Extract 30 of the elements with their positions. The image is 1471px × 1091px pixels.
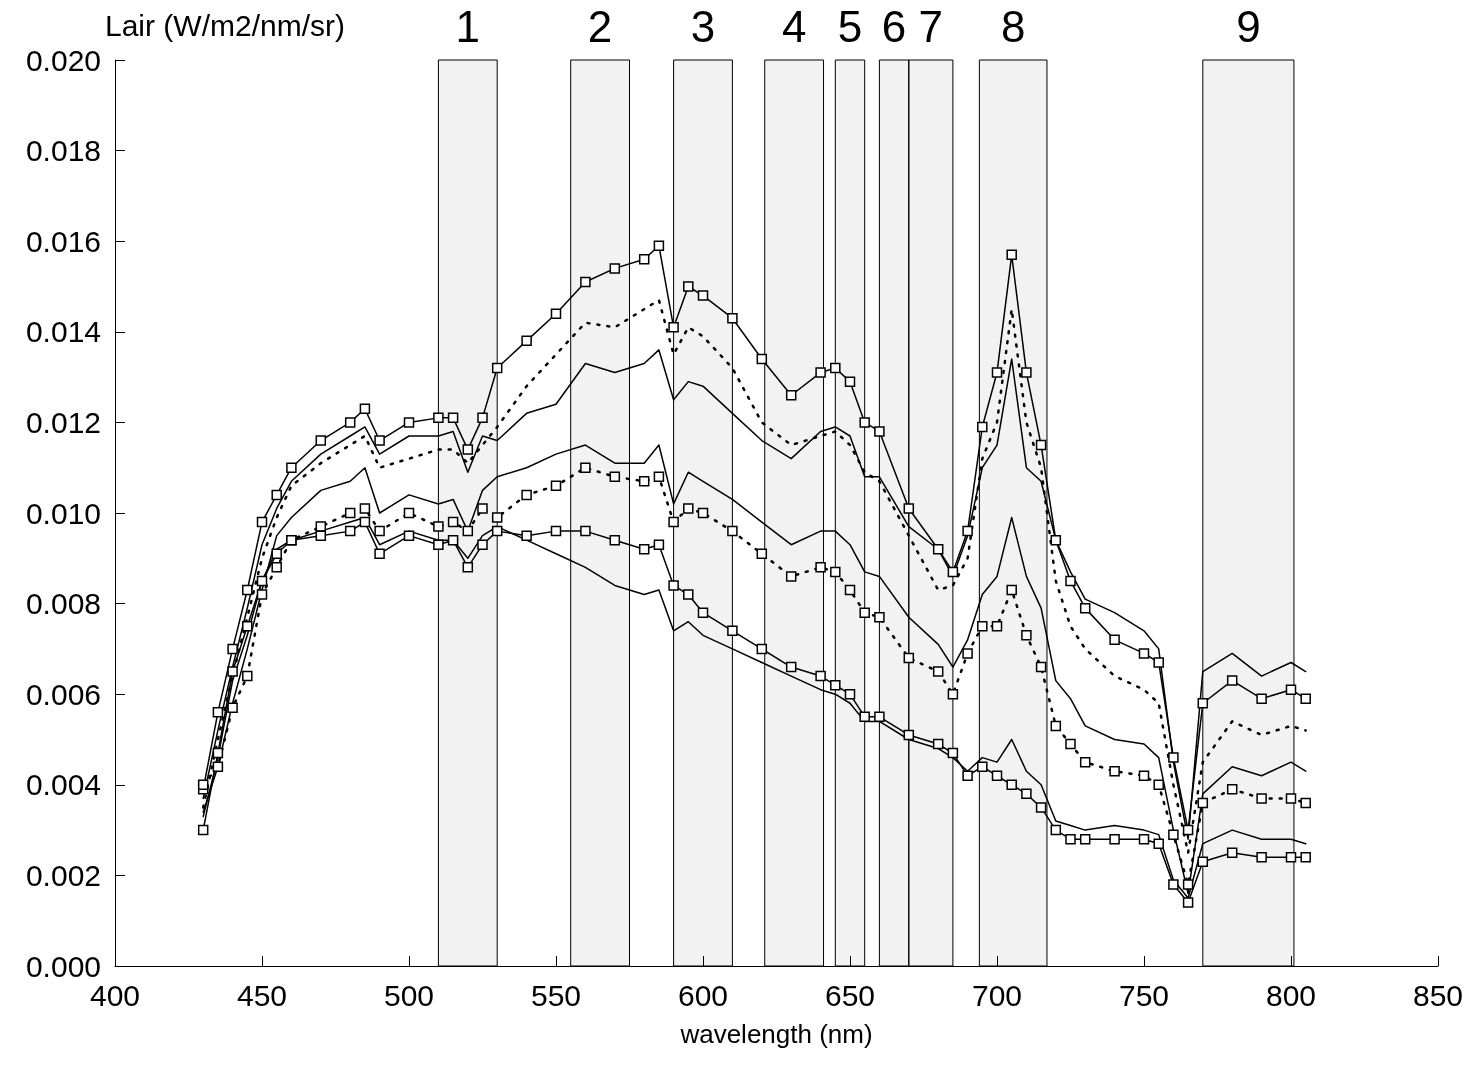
y-tick-label: 0.006 bbox=[25, 677, 101, 711]
y-tick-label: 0.004 bbox=[25, 768, 101, 802]
x-tick-label: 850 bbox=[1412, 978, 1464, 1012]
x-tick-label: 450 bbox=[236, 978, 288, 1012]
y-tick-label: 0.010 bbox=[25, 496, 101, 530]
y-tick-label: 0.018 bbox=[25, 134, 101, 168]
band-label: 9 bbox=[1236, 2, 1261, 51]
y-tick-label: 0.016 bbox=[25, 224, 101, 258]
y-tick-label: 0.012 bbox=[25, 405, 101, 439]
band-label: 5 bbox=[837, 2, 863, 51]
band-label: 2 bbox=[587, 2, 613, 51]
band-label: 1 bbox=[455, 2, 481, 51]
x-tick-label: 650 bbox=[824, 978, 876, 1012]
band-label: 3 bbox=[690, 2, 716, 51]
y-tick-label: 0.020 bbox=[25, 43, 101, 77]
x-tick-label: 500 bbox=[383, 978, 435, 1012]
y-axis-title: Lair (W/m2/nm/sr) bbox=[105, 8, 345, 42]
x-tick-label: 550 bbox=[530, 978, 582, 1012]
x-tick-label: 700 bbox=[971, 978, 1023, 1012]
band-label: 7 bbox=[918, 2, 944, 51]
x-axis-title: wavelength (nm) bbox=[679, 1019, 873, 1049]
x-tick-label: 800 bbox=[1265, 978, 1317, 1012]
y-tick-label: 0.008 bbox=[25, 587, 101, 621]
band-label: 8 bbox=[1000, 2, 1026, 51]
x-tick-label: 750 bbox=[1118, 978, 1170, 1012]
band-label: 4 bbox=[781, 2, 807, 51]
y-tick-label: 0.014 bbox=[25, 315, 101, 349]
band-label: 6 bbox=[881, 2, 907, 51]
x-tick-label: 600 bbox=[677, 978, 729, 1012]
y-tick-label: 0.002 bbox=[25, 858, 101, 892]
